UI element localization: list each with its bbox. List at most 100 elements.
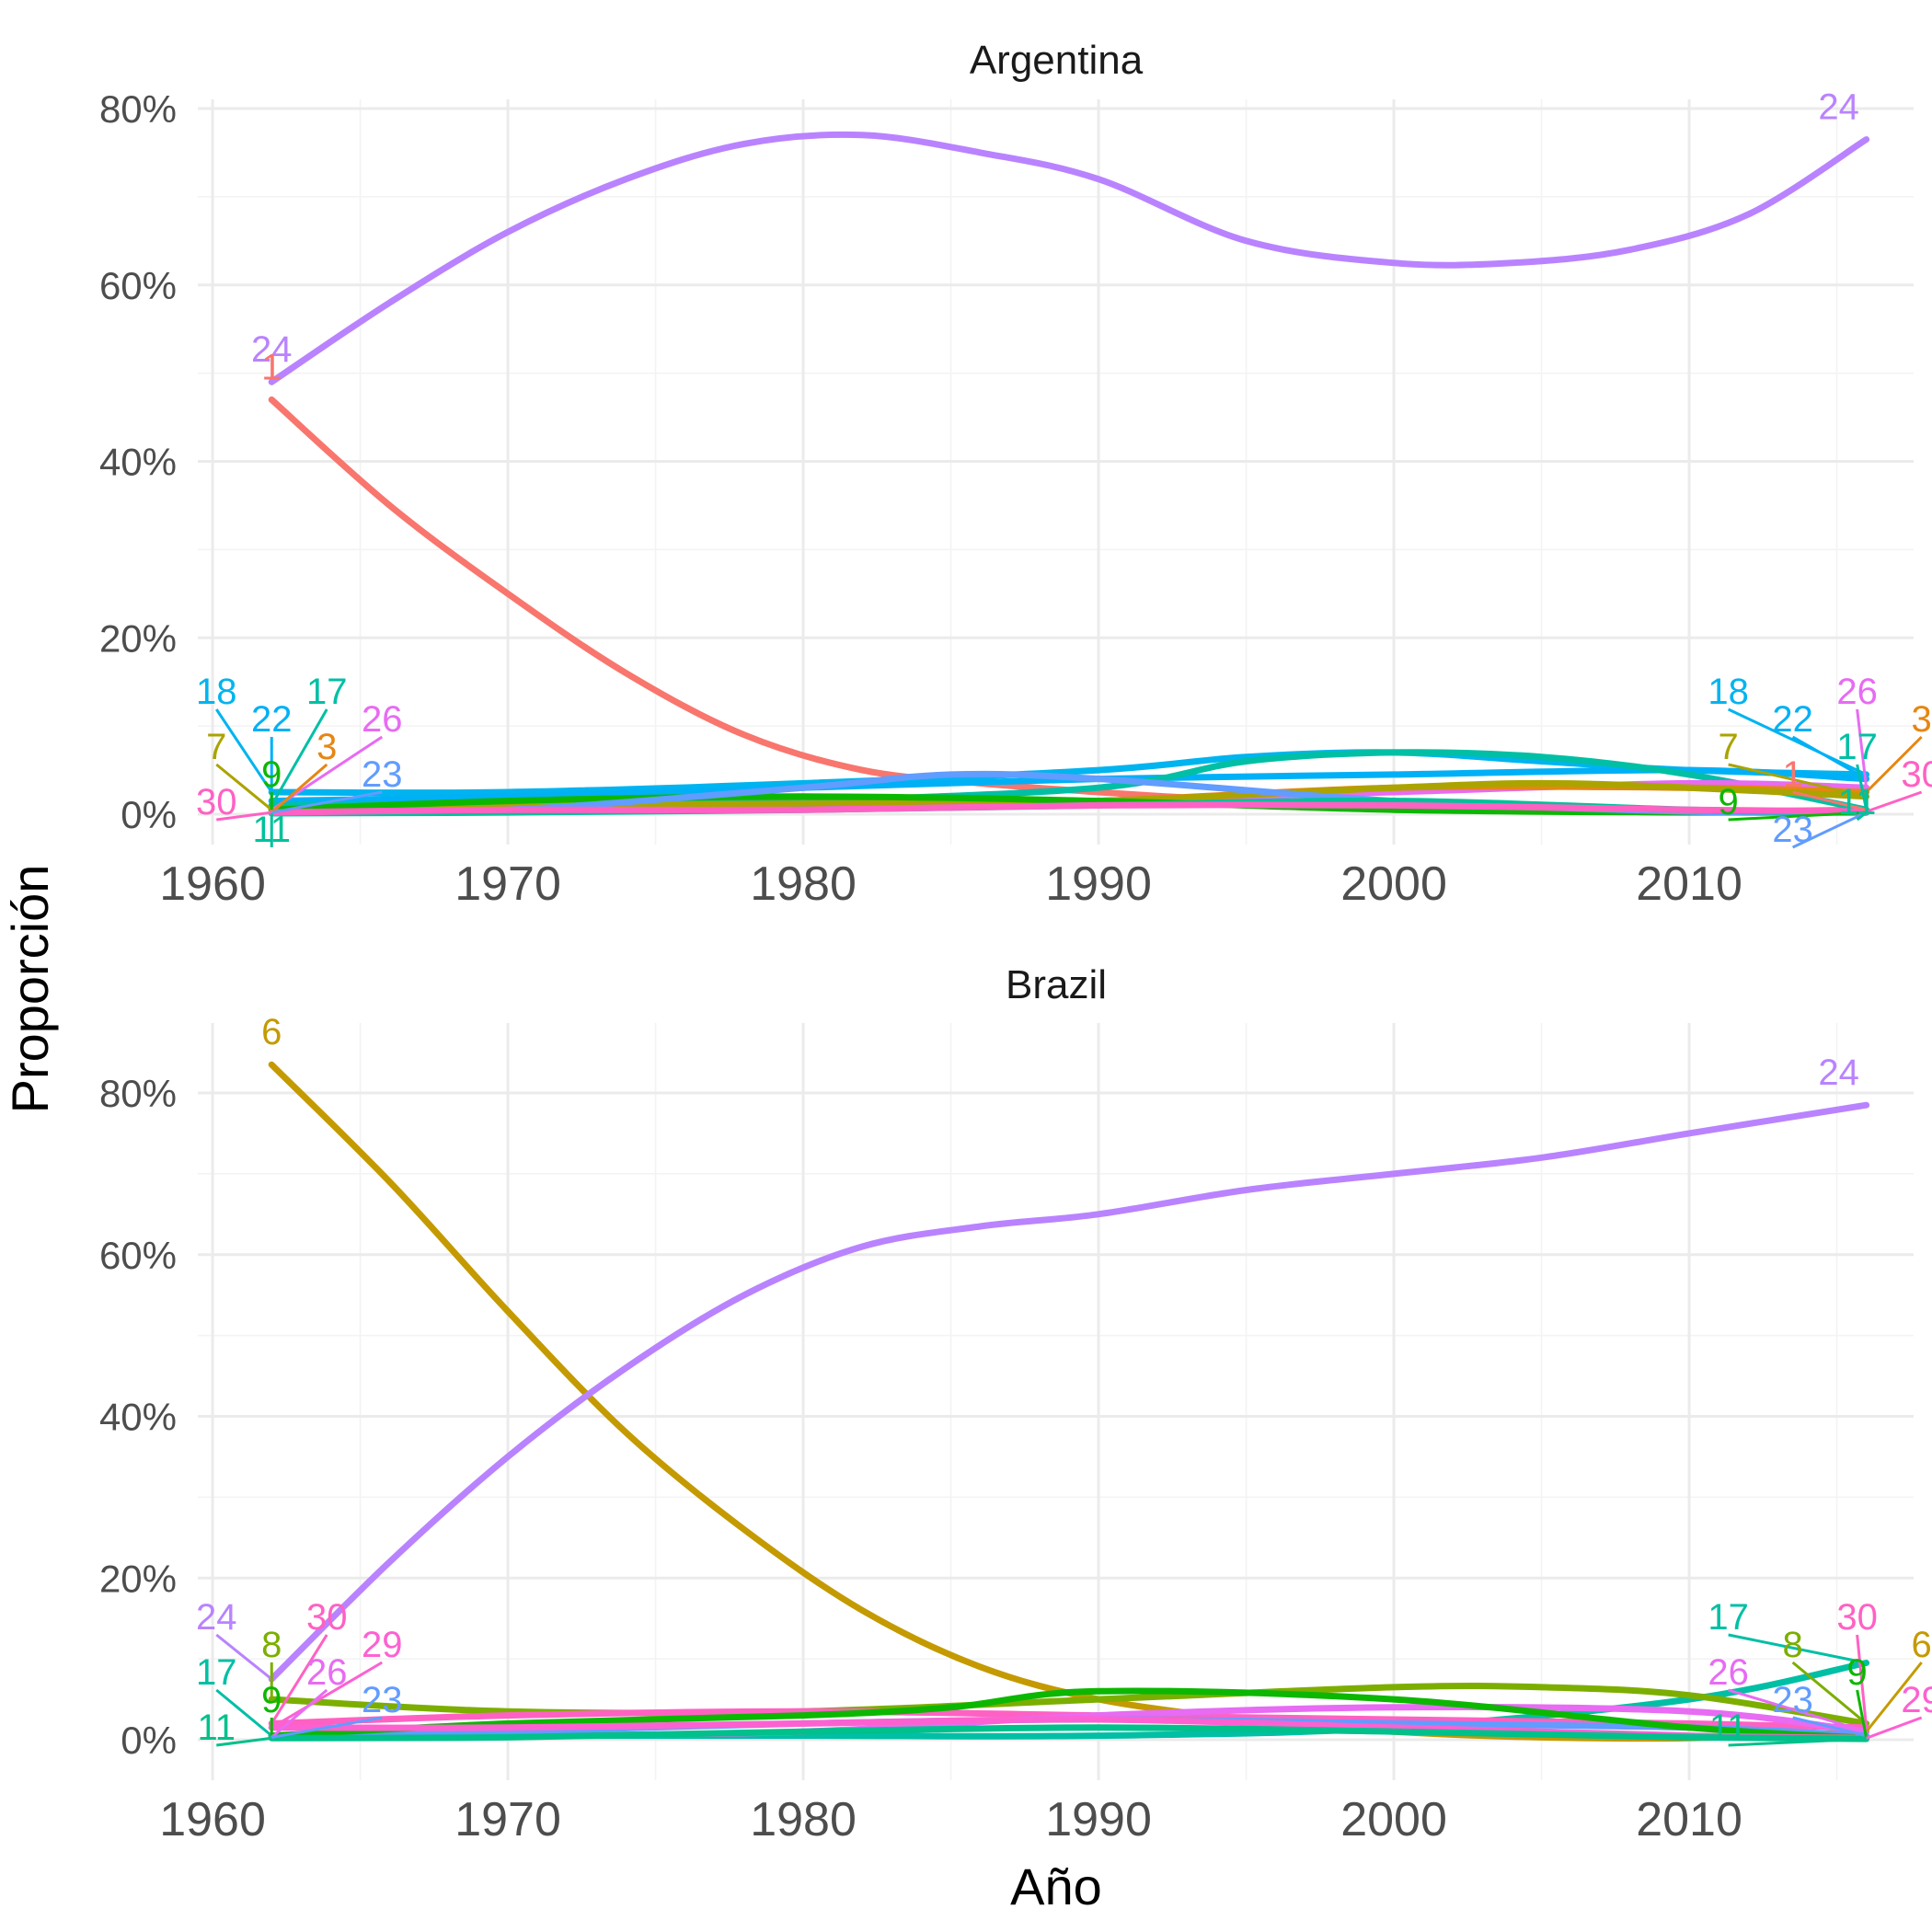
label-leader-17 xyxy=(1856,764,1869,811)
series-label-17: 17 xyxy=(196,1652,237,1693)
series-label-6: 6 xyxy=(261,1012,282,1052)
label-leader-30 xyxy=(270,1634,328,1725)
panel-argentina: 1960 1970 1980 1990 2000 2010 0% 20% 40% 60% 80% Ar… xyxy=(99,38,1932,911)
series-label-29: 29 xyxy=(1901,1680,1932,1720)
series-label-26: 26 xyxy=(306,1652,348,1693)
series-label-23: 23 xyxy=(1772,810,1813,850)
series-label-23: 23 xyxy=(362,754,403,795)
label-leader-9 xyxy=(1856,1689,1869,1739)
label-leader-11 xyxy=(1728,1737,1867,1747)
label-leader-26 xyxy=(1856,708,1869,788)
label-leader-3 xyxy=(1865,735,1923,794)
series-label-30: 30 xyxy=(196,782,237,822)
label-leader-22 xyxy=(1791,735,1868,780)
series-line-24 xyxy=(268,1101,1870,1683)
label-leader-26 xyxy=(270,1688,328,1739)
series-label-18: 18 xyxy=(196,672,237,712)
series-label-1: 1 xyxy=(1783,754,1803,795)
label-leader-17 xyxy=(1728,1633,1867,1664)
series-label-9: 9 xyxy=(261,1680,282,1720)
series-label-23: 23 xyxy=(362,1680,403,1720)
label-leader-23 xyxy=(1791,811,1868,849)
series-label-17: 17 xyxy=(1836,727,1878,767)
x-tick-label: 2000 xyxy=(1340,857,1447,911)
series-label-26: 26 xyxy=(1708,1652,1749,1693)
series-label-30: 30 xyxy=(1836,1597,1878,1638)
label-leader-9 xyxy=(1728,811,1867,822)
series-label-26: 26 xyxy=(362,699,403,740)
label-leader-7 xyxy=(1728,763,1867,799)
series-line-30 xyxy=(268,801,1870,816)
x-tick-label: 1980 xyxy=(750,1793,857,1846)
series-label-26: 26 xyxy=(1836,672,1878,712)
label-leader-29 xyxy=(270,1661,384,1730)
y-tick-label: 60% xyxy=(99,264,177,307)
label-leader-18 xyxy=(215,708,273,793)
series-label-11: 11 xyxy=(197,1708,236,1748)
y-axis-title: Proporción xyxy=(1,865,59,1114)
series-label-11: 11 xyxy=(1709,1708,1748,1748)
series-label-29: 29 xyxy=(362,1625,403,1665)
series-line-24 xyxy=(268,131,1870,385)
series-label-3: 3 xyxy=(1912,699,1932,740)
label-leader-11 xyxy=(216,1736,272,1747)
label-leader-23 xyxy=(270,1716,383,1739)
label-leader-29 xyxy=(1866,1716,1923,1740)
series-label-9: 9 xyxy=(1719,782,1739,822)
label-leader-30 xyxy=(1866,790,1923,813)
series-label-23: 23 xyxy=(1772,1680,1813,1720)
panel-title: Argentina xyxy=(970,38,1144,83)
series-label-8: 8 xyxy=(1783,1625,1803,1665)
y-tick-label: 20% xyxy=(99,616,177,660)
y-tick-label: 60% xyxy=(99,1234,177,1277)
series-label-9: 9 xyxy=(261,754,282,795)
series-label-22: 22 xyxy=(251,699,293,740)
y-tick-label: 0% xyxy=(121,1719,177,1762)
label-leader-17 xyxy=(270,708,328,807)
label-leader-23 xyxy=(1792,1716,1867,1738)
panel-brazil: 1960 1970 1980 1990 2000 2010 0% 20% 40% 60% 80% Br… xyxy=(99,962,1932,1846)
label-leader-3 xyxy=(270,763,328,814)
series-label-11: 11 xyxy=(252,810,291,850)
series-line-6 xyxy=(268,1061,1870,1742)
x-tick-label: 1990 xyxy=(1045,1793,1152,1846)
y-tick-label: 40% xyxy=(99,1396,177,1439)
series-label-24: 24 xyxy=(1818,87,1859,128)
series-label-24: 24 xyxy=(1818,1052,1859,1093)
series-label-8: 8 xyxy=(261,1625,282,1665)
label-leader-26 xyxy=(1728,1688,1868,1733)
series-label-1: 1 xyxy=(261,347,282,387)
series-label-17: 17 xyxy=(1708,1597,1749,1638)
label-leader-23 xyxy=(270,790,383,814)
series-label-22: 22 xyxy=(1772,699,1813,740)
series-label-9: 9 xyxy=(1847,1652,1868,1693)
series-line-11 xyxy=(268,1724,1870,1742)
series-label-11: 11 xyxy=(1838,782,1877,822)
y-tick-label: 80% xyxy=(99,87,177,131)
label-leader-8 xyxy=(1791,1661,1868,1725)
x-axis-title: Año xyxy=(1010,1857,1102,1915)
label-leader-17 xyxy=(215,1688,273,1737)
label-leader-30 xyxy=(1856,1634,1869,1728)
series-line-8 xyxy=(268,1683,1870,1727)
y-tick-label: 80% xyxy=(99,1072,177,1115)
series-label-18: 18 xyxy=(1708,672,1749,712)
label-leader-11 xyxy=(1856,811,1868,822)
series-label-6: 6 xyxy=(1912,1625,1932,1665)
label-leader-6 xyxy=(1865,1662,1923,1733)
label-leader-1 xyxy=(1792,790,1867,811)
label-leader-7 xyxy=(215,763,273,811)
x-tick-label: 1960 xyxy=(159,1793,266,1846)
x-tick-label: 2000 xyxy=(1340,1793,1447,1846)
series-label-7: 7 xyxy=(1719,727,1739,767)
label-leader-24 xyxy=(215,1633,273,1681)
series-label-30: 30 xyxy=(1901,754,1932,795)
y-tick-label: 0% xyxy=(121,793,177,836)
series-label-3: 3 xyxy=(316,727,337,767)
y-tick-label: 20% xyxy=(99,1557,177,1600)
x-tick-label: 1960 xyxy=(159,857,266,911)
x-tick-label: 1970 xyxy=(454,1793,561,1846)
x-tick-label: 2010 xyxy=(1636,1793,1742,1846)
label-leader-18 xyxy=(1727,707,1868,776)
